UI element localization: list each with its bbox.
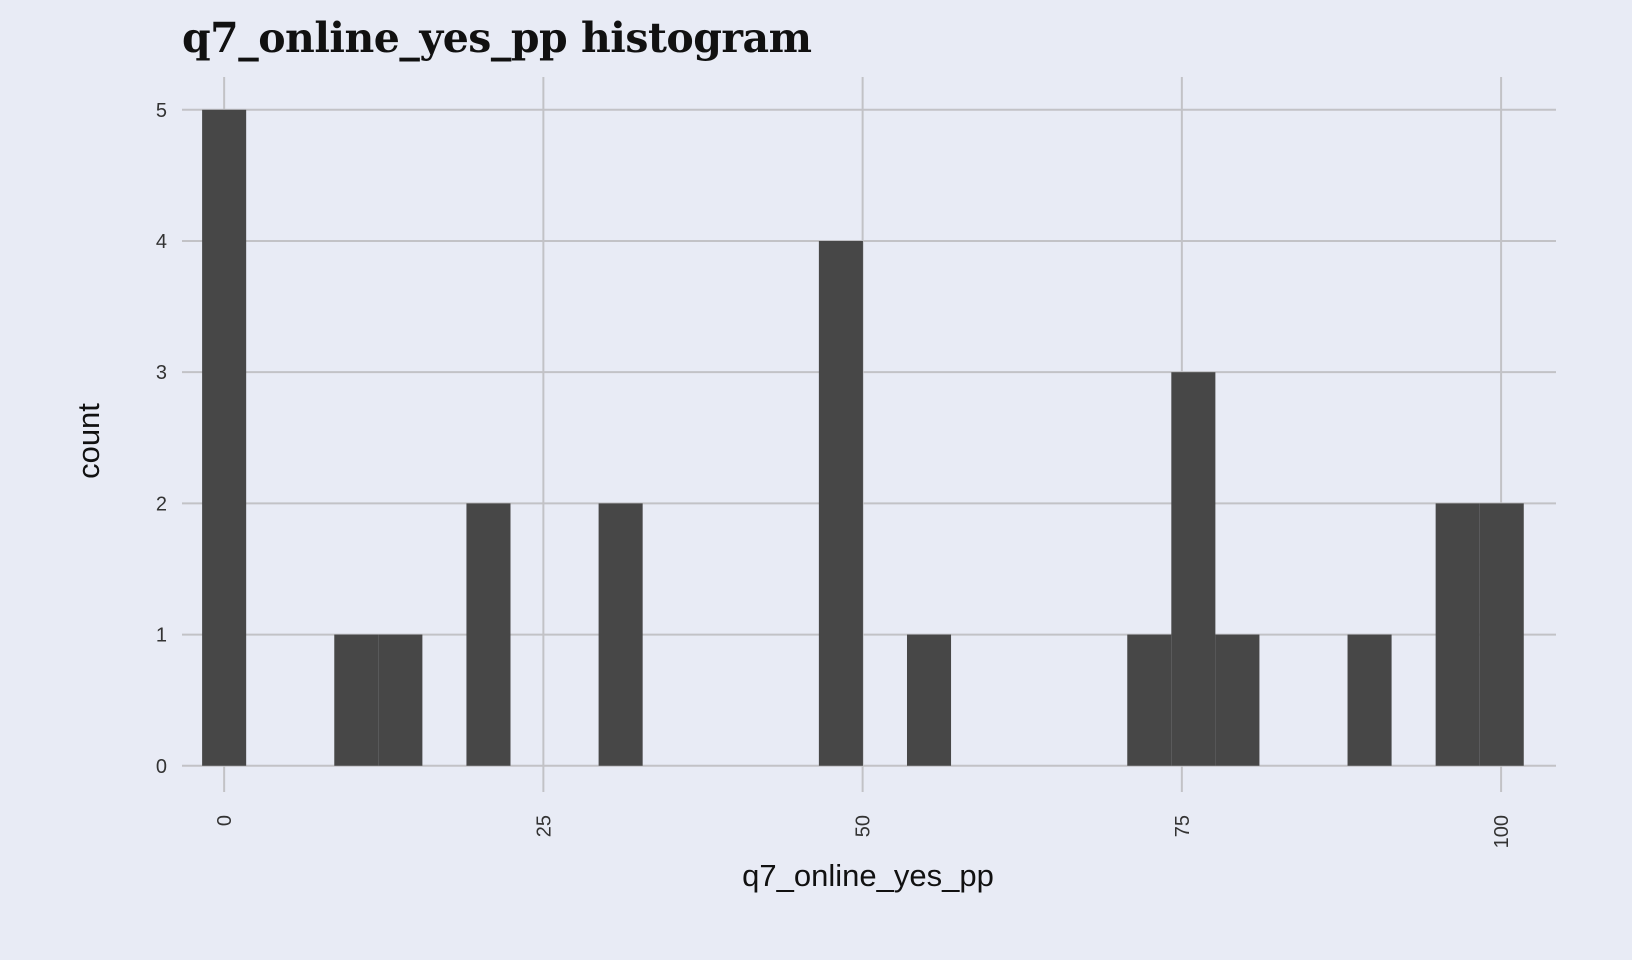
y-axis-title: count: [71, 403, 106, 479]
x-tick-label: 100: [1491, 815, 1513, 848]
y-tick-label: 2: [156, 493, 167, 515]
x-tick-label: 25: [533, 815, 555, 837]
y-tick-label: 3: [156, 362, 167, 384]
histogram-bar: [378, 634, 423, 766]
y-tick-label: 4: [156, 231, 167, 253]
y-tick-label: 5: [156, 100, 167, 122]
histogram-bar: [1479, 503, 1524, 766]
histogram-bar: [1215, 634, 1260, 766]
histogram-bar: [818, 240, 863, 766]
x-axis-title: q7_online_yes_pp: [742, 858, 994, 893]
x-tick-label: 50: [853, 815, 875, 837]
histogram-bar: [1347, 634, 1392, 766]
histogram-bar: [1435, 503, 1480, 766]
histogram-bar: [906, 634, 952, 766]
histogram-bar: [598, 503, 643, 766]
histogram-bar: [466, 503, 511, 766]
x-tick-label: 75: [1172, 815, 1194, 837]
histogram-bar: [1127, 634, 1172, 766]
histogram-bar: [1171, 372, 1216, 766]
x-tick-label: 0: [214, 815, 236, 826]
y-tick-label: 0: [156, 756, 167, 778]
histogram-bar: [202, 109, 247, 766]
chart-title: q7_online_yes_pp histogram: [182, 14, 812, 62]
y-tick-label: 1: [156, 625, 167, 647]
histogram-bar: [334, 634, 379, 766]
